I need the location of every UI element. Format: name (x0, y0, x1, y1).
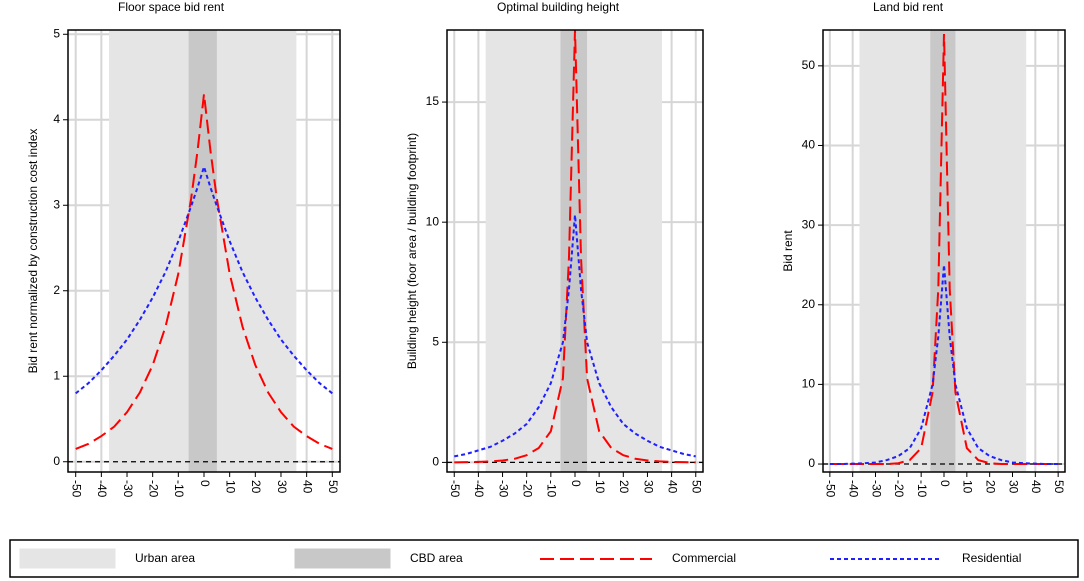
legend-label: Urban area (135, 551, 195, 565)
x-tick-label: 0 (569, 480, 583, 487)
chart-title: Floor space bid rent (118, 0, 225, 14)
y-tick-label: 30 (802, 217, 816, 231)
legend-swatch (19, 548, 116, 569)
x-tick-label: -30 (869, 480, 883, 498)
x-tick-label: -50 (448, 480, 462, 498)
region (560, 30, 588, 472)
y-tick-label: 2 (53, 283, 60, 297)
x-tick-label: 20 (983, 480, 997, 494)
x-tick-label: 40 (300, 480, 314, 494)
series-line (75, 94, 333, 450)
y-tick-label: 10 (426, 214, 440, 228)
series-line (829, 33, 1059, 466)
y-tick-label: 1 (53, 368, 60, 382)
x-tick-label: 30 (275, 480, 289, 494)
y-axis-label: Building height (foor area / building fo… (405, 133, 419, 369)
x-tick-label: -10 (545, 480, 559, 498)
legend-swatch (294, 548, 391, 569)
x-tick-label: 0 (198, 480, 212, 487)
y-tick-label: 0 (808, 456, 815, 470)
x-tick-label: 20 (617, 480, 631, 494)
x-tick-label: -50 (824, 480, 838, 498)
x-tick-label: -40 (95, 480, 109, 498)
y-tick-label: 5 (432, 334, 439, 348)
x-tick-label: 40 (665, 480, 679, 494)
x-tick-label: -20 (521, 480, 535, 498)
legend-label: CBD area (410, 551, 463, 565)
x-tick-label: 50 (1052, 480, 1066, 494)
y-tick-label: 40 (802, 138, 816, 152)
y-axis-label: Bid rent normalized by construction cost… (26, 129, 40, 374)
y-tick-label: 0 (53, 454, 60, 468)
chart-title: Optimal building height (497, 0, 620, 14)
legend-label: Commercial (672, 551, 736, 565)
x-tick-label: 10 (223, 480, 237, 494)
x-tick-label: 50 (690, 480, 704, 494)
x-tick-label: 30 (1006, 480, 1020, 494)
y-tick-label: 4 (53, 112, 60, 126)
x-tick-label: -50 (70, 480, 84, 498)
x-tick-label: 30 (641, 480, 655, 494)
x-tick-label: -40 (472, 480, 486, 498)
y-tick-label: 15 (426, 94, 440, 108)
legend-label: Residential (962, 551, 1021, 565)
y-tick-label: 0 (432, 455, 439, 469)
y-tick-label: 10 (802, 377, 816, 391)
x-tick-label: -20 (147, 480, 161, 498)
x-tick-label: -30 (496, 480, 510, 498)
y-tick-label: 20 (802, 297, 816, 311)
x-tick-label: -30 (121, 480, 135, 498)
x-tick-label: 40 (1029, 480, 1043, 494)
x-tick-label: 0 (938, 480, 952, 487)
region (188, 30, 217, 472)
x-tick-label: -20 (892, 480, 906, 498)
x-tick-label: -10 (172, 480, 186, 498)
x-tick-label: -10 (915, 480, 929, 498)
x-tick-label: 50 (326, 480, 340, 494)
x-tick-label: 20 (249, 480, 263, 494)
y-tick-label: 5 (53, 26, 60, 40)
x-tick-label: 10 (593, 480, 607, 494)
y-tick-label: 50 (802, 58, 816, 72)
chart-title: Land bid rent (873, 0, 944, 14)
x-tick-label: -40 (847, 480, 861, 498)
x-tick-label: 10 (961, 480, 975, 494)
y-axis-label: Bid rent (781, 230, 795, 272)
y-tick-label: 3 (53, 197, 60, 211)
